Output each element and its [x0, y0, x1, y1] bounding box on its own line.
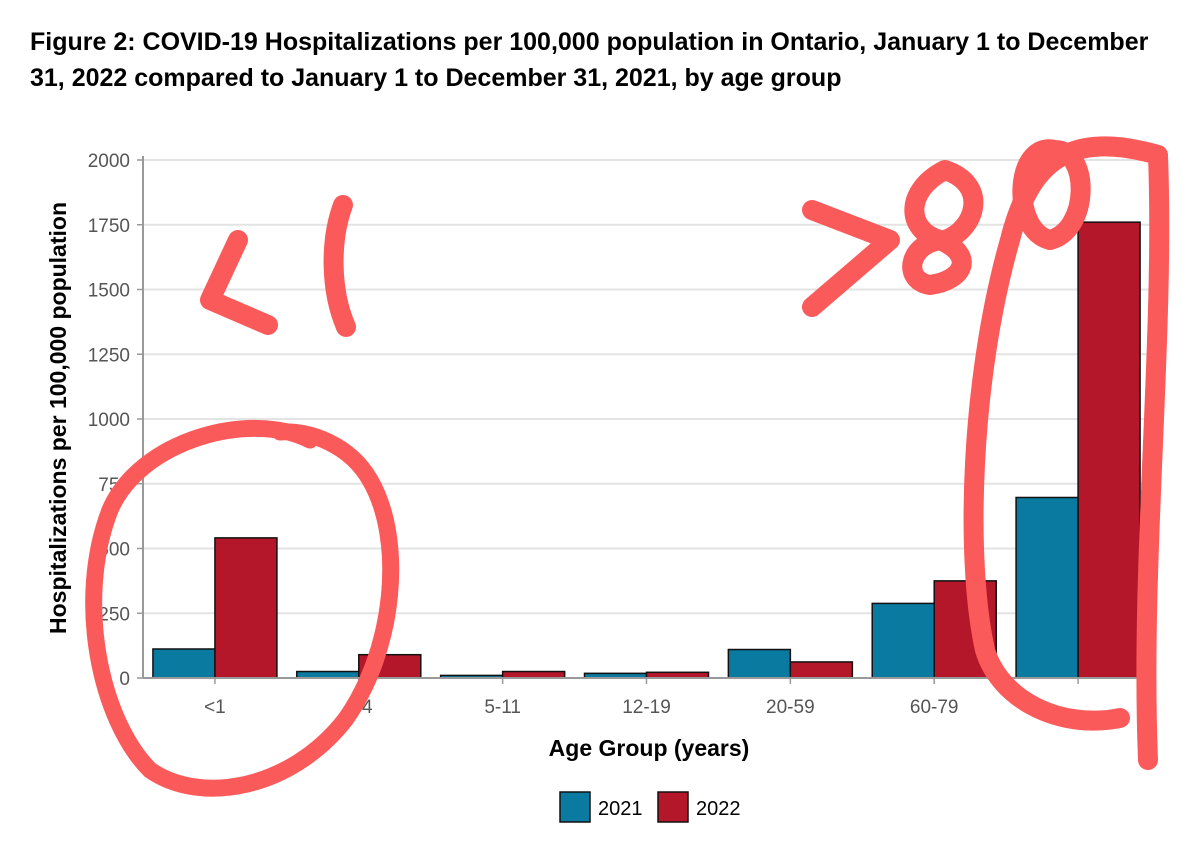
- x-axis-title: Age Group (years): [549, 735, 750, 761]
- x-tick-labels: <1 1-4 5-11 12-19 20-59 60-79: [204, 697, 958, 718]
- legend-label-2021: 2021: [598, 798, 643, 820]
- grid-lines: [143, 159, 1150, 679]
- bar-2021-20-59: [727, 648, 792, 679]
- y-tick-label: 250: [98, 604, 130, 625]
- handwritten-annotations: [85, 136, 1170, 797]
- annotation-loop-over-80: [963, 136, 1170, 770]
- y-tick-label: 2000: [88, 151, 130, 172]
- y-tick-label: 1750: [88, 216, 130, 237]
- figure-title: Figure 2: COVID-19 Hospitalizations per …: [30, 28, 1149, 92]
- legend-swatch-2022: [657, 791, 689, 823]
- x-tick-label: 60-79: [910, 697, 959, 718]
- x-tick-label: 5-11: [484, 697, 521, 718]
- bar-2021-<1: [152, 648, 216, 679]
- bar-2022-20-59: [789, 661, 854, 679]
- y-tick-label: 1250: [88, 345, 130, 366]
- bar-2022-<1: [214, 537, 278, 679]
- bar-2021-60-79: [871, 602, 935, 679]
- y-tick-label: 1500: [88, 281, 130, 302]
- x-tick-label: 20-59: [766, 697, 815, 718]
- y-tick-label: 1000: [88, 410, 130, 431]
- annotation-circle-under-1: [85, 420, 400, 797]
- annotation-less-than-1-text: [200, 195, 356, 337]
- y-axis-title: Hospitalizations per 100,000 population: [45, 202, 71, 634]
- legend-swatch-2021: [559, 791, 591, 823]
- x-tick-label: 12-19: [622, 697, 671, 718]
- legend-label-2022: 2022: [696, 798, 741, 820]
- legend: 2021 2022: [559, 791, 741, 823]
- bars: [152, 221, 1141, 679]
- annotation-greater-than-80-text: [802, 139, 1091, 317]
- x-tick-label: <1: [204, 697, 226, 718]
- bar-2021->80: [1015, 496, 1079, 679]
- bar-2022->80: [1077, 221, 1141, 679]
- y-tick-label: 0: [119, 669, 130, 690]
